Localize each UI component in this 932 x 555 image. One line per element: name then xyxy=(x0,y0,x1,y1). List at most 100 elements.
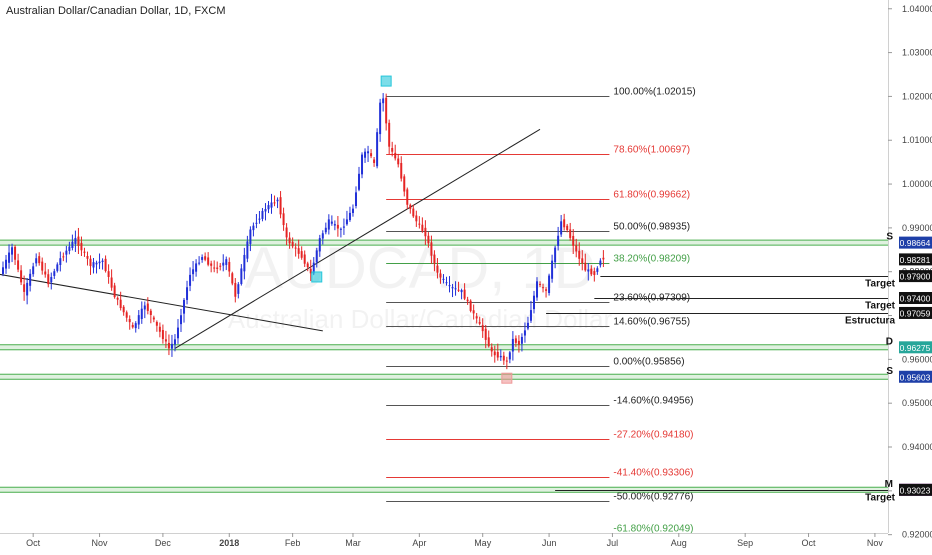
time-tick-label: Nov xyxy=(867,538,884,548)
candle-body xyxy=(167,342,170,349)
candles-group xyxy=(2,93,605,370)
candle-body xyxy=(554,247,557,263)
target-line-label: Target xyxy=(865,301,895,312)
fib-level-label: 78.60%(1.00697) xyxy=(613,145,690,156)
candle-body xyxy=(252,225,255,231)
candle-body xyxy=(288,237,291,244)
candle-body xyxy=(388,122,391,147)
candle-body xyxy=(264,209,267,212)
pivot-marker xyxy=(501,372,513,384)
candle-body xyxy=(478,321,481,324)
candle-body xyxy=(26,282,29,296)
target-price-badge xyxy=(899,270,932,283)
candle-body xyxy=(418,223,421,225)
candle-body xyxy=(92,262,95,268)
candle-body xyxy=(77,236,80,246)
watermark-name: Australian Dollar/Canadian Dollar xyxy=(228,304,613,334)
fib-level-label: -27.20%(0.94180) xyxy=(613,430,693,441)
candle-body xyxy=(511,338,514,352)
candle-body xyxy=(599,260,602,266)
candle-body xyxy=(327,219,330,230)
candle-body xyxy=(282,213,285,226)
candle-body xyxy=(294,247,297,249)
candle-body xyxy=(170,343,173,349)
zone-band xyxy=(0,239,888,246)
candle-body xyxy=(20,270,23,283)
candle-body xyxy=(557,235,560,246)
zone-name-label: S xyxy=(886,366,893,377)
candle-body xyxy=(385,97,388,124)
zone-price-badge xyxy=(899,236,932,249)
candle-body xyxy=(59,258,62,266)
candle-body xyxy=(496,351,499,358)
candle-body xyxy=(430,242,433,256)
candle-body xyxy=(514,338,517,343)
candle-body xyxy=(406,189,409,205)
candle-body xyxy=(134,323,137,329)
target-price-badge-text: 0.97900 xyxy=(900,272,931,282)
candle-body xyxy=(382,98,385,104)
candle-body xyxy=(204,256,207,260)
candle-body xyxy=(11,247,14,255)
price-tick-label: 0.96000 xyxy=(902,354,932,364)
candle-body xyxy=(56,264,59,271)
zone-name-label: S xyxy=(886,232,893,243)
candle-body xyxy=(234,282,237,297)
candle-body xyxy=(508,352,511,360)
time-tick-label: Oct xyxy=(26,538,41,548)
candle-body xyxy=(526,322,529,329)
candle-body xyxy=(460,290,463,293)
candle-body xyxy=(330,221,333,224)
candle-body xyxy=(361,154,364,175)
fib-level-label: 0.00%(0.95856) xyxy=(613,357,684,368)
candle-body xyxy=(2,267,4,274)
target-price-badge-text: 0.93023 xyxy=(900,485,931,495)
candle-body xyxy=(439,273,442,278)
price-tick-label: 0.94000 xyxy=(902,442,932,452)
zone-price-badge-text: 0.98664 xyxy=(900,238,931,248)
time-tick-label: Jun xyxy=(542,538,557,548)
candle-body xyxy=(403,176,406,192)
candle-body xyxy=(261,210,264,219)
candle-body xyxy=(542,287,545,289)
candle-body xyxy=(484,328,487,340)
candle-body xyxy=(273,202,276,204)
candle-body xyxy=(379,102,382,135)
candle-body xyxy=(303,254,306,264)
zone-band xyxy=(0,486,888,493)
candle-body xyxy=(255,222,258,224)
candle-body xyxy=(490,347,493,352)
candle-body xyxy=(315,250,318,263)
candle-body xyxy=(246,241,249,259)
candle-body xyxy=(345,219,348,225)
candle-body xyxy=(216,267,219,269)
candle-body xyxy=(454,288,457,290)
price-tick-label: 0.99000 xyxy=(902,223,932,233)
zone-price-badge xyxy=(899,341,932,354)
candle-body xyxy=(593,271,596,276)
candle-body xyxy=(581,258,584,264)
candle-body xyxy=(143,305,146,310)
time-tick-label: Dec xyxy=(155,538,172,548)
candle-body xyxy=(222,262,225,266)
candle-body xyxy=(38,256,41,264)
candle-body xyxy=(23,284,26,292)
fib-level-label: 100.00%(1.02015) xyxy=(613,87,695,98)
candle-body xyxy=(104,258,107,272)
trendlines-group xyxy=(0,128,888,491)
candle-body xyxy=(569,229,572,238)
candle-body xyxy=(128,319,131,323)
target-line-label: Target xyxy=(865,279,895,290)
candle-body xyxy=(32,266,35,275)
candle-body xyxy=(481,325,484,332)
candle-body xyxy=(457,289,460,291)
candle-body xyxy=(451,287,454,289)
candle-body xyxy=(219,265,222,267)
price-tick-label: 0.92000 xyxy=(902,530,932,540)
candle-body xyxy=(433,254,436,264)
candle-body xyxy=(472,310,475,314)
candle-body xyxy=(225,259,228,265)
candle-body xyxy=(122,306,125,313)
